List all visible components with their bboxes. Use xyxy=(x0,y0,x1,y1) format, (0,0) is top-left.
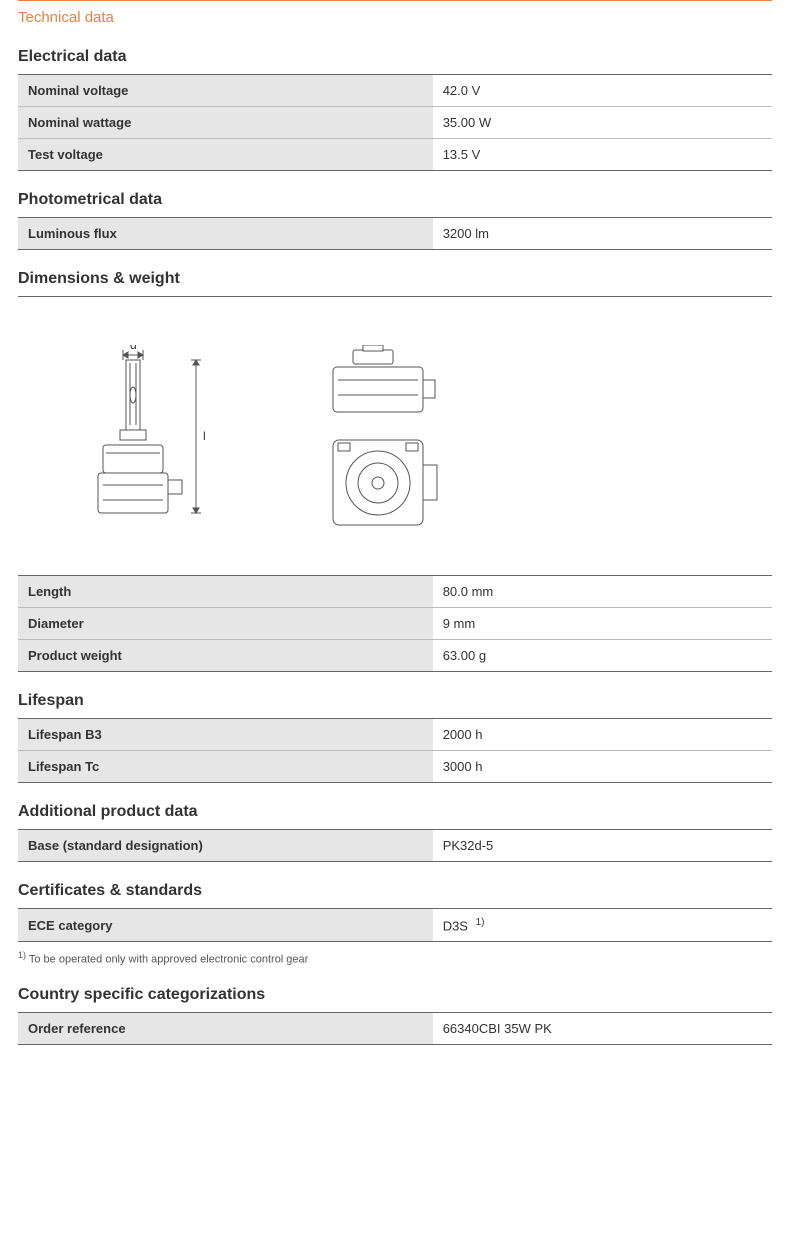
spec-value: 63.00 g xyxy=(433,640,772,672)
page-title: Technical data xyxy=(18,9,772,26)
table-row: Base (standard designation)PK32d-5 xyxy=(18,830,772,862)
spec-value: 42.0 V xyxy=(433,75,772,107)
top-rule xyxy=(18,0,772,1)
table-row: Test voltage13.5 V xyxy=(18,139,772,171)
section-rule xyxy=(18,296,772,297)
section-heading-country: Country specific categorizations xyxy=(18,986,772,1004)
table-row: ECE category D3S 1) xyxy=(18,909,772,942)
spec-label: Test voltage xyxy=(18,139,433,171)
svg-text:d: d xyxy=(130,345,137,352)
spec-label: Diameter xyxy=(18,608,433,640)
footnote: 1) To be operated only with approved ele… xyxy=(18,950,772,966)
spec-value: 3200 lm xyxy=(433,218,772,250)
spec-label: ECE category xyxy=(18,909,433,942)
spec-value-text: D3S xyxy=(443,918,468,933)
spec-value: PK32d-5 xyxy=(433,830,772,862)
spec-value: 66340CBI 35W PK xyxy=(433,1012,772,1044)
section-heading-additional: Additional product data xyxy=(18,803,772,821)
spec-value: 9 mm xyxy=(433,608,772,640)
section-heading-electrical: Electrical data xyxy=(18,48,772,66)
spec-label: Order reference xyxy=(18,1012,433,1044)
spec-label: Nominal wattage xyxy=(18,107,433,139)
table-row: Order reference66340CBI 35W PK xyxy=(18,1012,772,1044)
table-row: Nominal wattage35.00 W xyxy=(18,107,772,139)
section-heading-lifespan: Lifespan xyxy=(18,692,772,710)
spec-label: Length xyxy=(18,576,433,608)
table-dimensions: Length80.0 mm Diameter9 mm Product weigh… xyxy=(18,575,772,672)
table-row: Diameter9 mm xyxy=(18,608,772,640)
table-row: Luminous flux3200 lm xyxy=(18,218,772,250)
footnote-ref: 1) xyxy=(476,917,485,928)
table-photometrical: Luminous flux3200 lm xyxy=(18,217,772,250)
table-row: Lifespan Tc3000 h xyxy=(18,751,772,783)
table-row: Length80.0 mm xyxy=(18,576,772,608)
footnote-text: To be operated only with approved electr… xyxy=(29,954,308,966)
spec-label: Lifespan B3 xyxy=(18,719,433,751)
table-electrical: Nominal voltage42.0 V Nominal wattage35.… xyxy=(18,74,772,171)
svg-text:l: l xyxy=(203,429,206,443)
spec-label: Lifespan Tc xyxy=(18,751,433,783)
footnote-sup: 1) xyxy=(18,950,26,960)
spec-value: 13.5 V xyxy=(433,139,772,171)
table-certificates: ECE category D3S 1) xyxy=(18,908,772,942)
section-heading-certificates: Certificates & standards xyxy=(18,882,772,900)
spec-value: 35.00 W xyxy=(433,107,772,139)
table-additional: Base (standard designation)PK32d-5 xyxy=(18,829,772,862)
table-row: Product weight63.00 g xyxy=(18,640,772,672)
dimension-diagrams: d l xyxy=(18,315,772,575)
spec-label: Product weight xyxy=(18,640,433,672)
spec-value: 2000 h xyxy=(433,719,772,751)
table-lifespan: Lifespan B32000 h Lifespan Tc3000 h xyxy=(18,718,772,783)
diagram-top-bottom-view xyxy=(308,345,458,545)
spec-value: D3S 1) xyxy=(433,909,772,942)
table-row: Nominal voltage42.0 V xyxy=(18,75,772,107)
spec-label: Luminous flux xyxy=(18,218,433,250)
section-heading-photometrical: Photometrical data xyxy=(18,191,772,209)
diagram-side-view: d l xyxy=(78,345,248,545)
table-country: Order reference66340CBI 35W PK xyxy=(18,1012,772,1045)
spec-label: Base (standard designation) xyxy=(18,830,433,862)
spec-value: 80.0 mm xyxy=(433,576,772,608)
table-row: Lifespan B32000 h xyxy=(18,719,772,751)
section-heading-dimensions: Dimensions & weight xyxy=(18,270,772,288)
spec-label: Nominal voltage xyxy=(18,75,433,107)
spec-value: 3000 h xyxy=(433,751,772,783)
